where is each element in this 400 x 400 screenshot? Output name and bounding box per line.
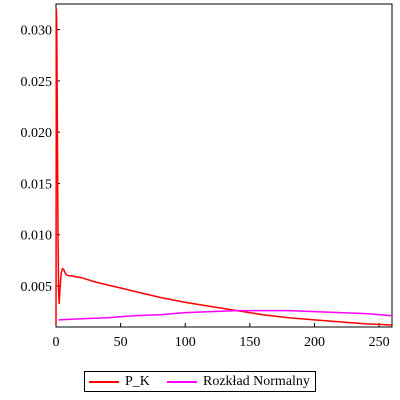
legend-label-p-k: P_K <box>125 374 150 389</box>
axes: 0 50 100 150 200 250 0.005 0.010 0.015 0.020 0.025… <box>21 24 390 350</box>
x-tick-label: 0 <box>53 335 60 350</box>
y-tick-label: 0.015 <box>21 177 53 192</box>
y-tick-label: 0.025 <box>21 75 53 90</box>
y-tick-label: 0.005 <box>21 280 53 295</box>
legend-label-rozklad-normalny: Rozkład Normalny <box>203 374 310 389</box>
y-tick-label: 0.010 <box>21 229 53 244</box>
x-tick-label: 200 <box>304 335 325 350</box>
x-tick-label: 50 <box>114 335 128 350</box>
series-line-rozklad-normalny <box>58 309 393 321</box>
legend-swatch-p-k <box>89 381 119 383</box>
legend-swatch-rozklad-normalny <box>167 381 197 383</box>
legend: P_K Rozkład Normalny <box>84 371 316 392</box>
y-tick-label: 0.030 <box>21 24 53 39</box>
x-tick-label: 150 <box>239 335 260 350</box>
x-tick-label: 100 <box>175 335 196 350</box>
series-layer <box>55 8 393 326</box>
plot-frame <box>55 3 393 328</box>
x-tick-label: 250 <box>369 335 390 350</box>
y-tick-label: 0.020 <box>21 126 53 141</box>
series-line-p-k <box>55 8 393 326</box>
